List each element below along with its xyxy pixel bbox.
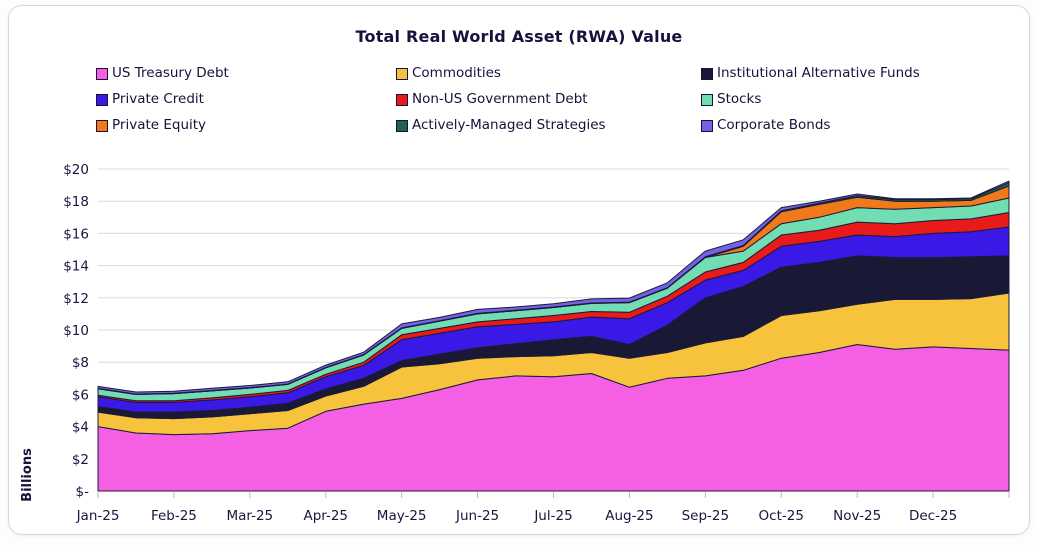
legend-swatch xyxy=(701,119,713,132)
y-tick-label: $6 xyxy=(72,387,89,403)
x-tick-label: Jan-25 xyxy=(76,508,120,524)
y-tick-label: $4 xyxy=(72,420,89,436)
legend-label: Stocks xyxy=(717,91,762,107)
x-tick-label: Sep-25 xyxy=(682,508,730,524)
legend-item-us-treasury-debt: US Treasury Debt xyxy=(96,66,396,81)
x-tick-label: Nov-25 xyxy=(833,508,881,524)
y-tick-label: $10 xyxy=(63,323,89,339)
legend-swatch xyxy=(396,93,408,106)
legend-label: Non-US Government Debt xyxy=(412,91,588,107)
y-tick-label: $14 xyxy=(63,259,89,275)
legend: US Treasury Debt Commodities Institutional… xyxy=(96,66,1019,133)
legend-item-non-us-government-debt: Non-US Government Debt xyxy=(396,92,701,107)
legend-label: Private Credit xyxy=(112,91,204,107)
legend-label: Institutional Alternative Funds xyxy=(717,65,920,81)
legend-swatch xyxy=(96,67,108,80)
y-tick-label: $16 xyxy=(63,226,89,242)
legend-item-actively-managed-strategies: Actively-Managed Strategies xyxy=(396,118,701,133)
legend-label: Corporate Bonds xyxy=(717,117,831,133)
x-tick-label: Jun-25 xyxy=(455,508,499,524)
legend-item-institutional-alternative-funds: Institutional Alternative Funds xyxy=(701,66,1019,81)
x-tick-label: Mar-25 xyxy=(226,508,273,524)
legend-swatch xyxy=(396,119,408,132)
legend-item-private-equity: Private Equity xyxy=(96,118,396,133)
legend-item-corporate-bonds: Corporate Bonds xyxy=(701,118,1019,133)
chart-title: Total Real World Asset (RWA) Value xyxy=(355,27,683,46)
x-tick-label: May-25 xyxy=(377,508,427,524)
x-tick-label: Jul-25 xyxy=(533,508,572,524)
area-corporate-bonds xyxy=(97,180,1010,395)
y-tick-label: $18 xyxy=(63,194,89,210)
legend-swatch xyxy=(396,67,408,80)
legend-label: Actively-Managed Strategies xyxy=(412,117,606,133)
x-tick-label: Dec-25 xyxy=(909,508,957,524)
legend-item-commodities: Commodities xyxy=(396,66,701,81)
legend-swatch xyxy=(96,119,108,132)
plot-svg: Jan-25 Feb-25 Mar-25 Apr-25 May-25 Jun-25 Jul-… xyxy=(63,162,1010,524)
x-tick-label: Aug-25 xyxy=(605,508,653,524)
legend-label: Commodities xyxy=(412,65,501,81)
y-tick-label: $12 xyxy=(63,291,89,307)
chart-area: Billions Jan-25 Feb-25 Mar-25 Apr-25 May-25 J… xyxy=(9,151,1029,531)
legend-label: Private Equity xyxy=(112,117,207,133)
y-tick-label: $20 xyxy=(63,162,89,178)
y-axis-title: Billions xyxy=(20,448,35,502)
legend-item-private-credit: Private Credit xyxy=(96,92,396,107)
x-tick-label: Apr-25 xyxy=(303,508,348,524)
y-tick-label: $2 xyxy=(72,452,89,468)
legend-swatch xyxy=(96,93,108,106)
legend-swatch xyxy=(701,67,713,80)
y-tick-label: $- xyxy=(76,484,90,500)
legend-item-stocks: Stocks xyxy=(701,92,1019,107)
x-tick-label: Feb-25 xyxy=(151,508,197,524)
chart-card: Total Real World Asset (RWA) Value US Tr… xyxy=(8,5,1030,535)
legend-label: US Treasury Debt xyxy=(112,65,229,81)
x-tick-label: Oct-25 xyxy=(759,508,804,524)
legend-swatch xyxy=(701,93,713,106)
y-tick-label: $8 xyxy=(72,355,89,371)
